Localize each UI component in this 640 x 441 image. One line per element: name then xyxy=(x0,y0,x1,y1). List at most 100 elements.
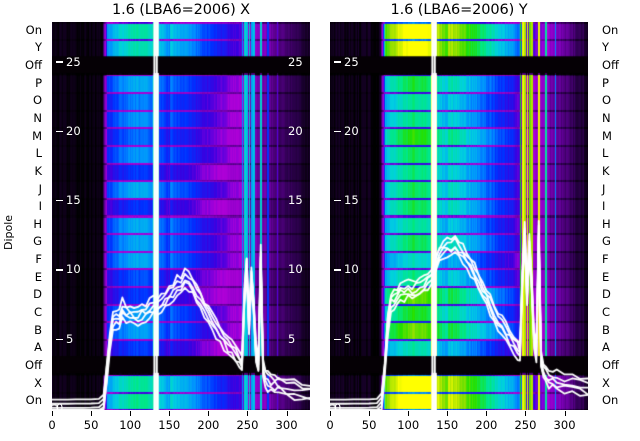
xtick-mark-250 xyxy=(247,411,249,416)
category-tick-n-5: N xyxy=(33,111,42,125)
category-tick-c-16: C xyxy=(602,305,611,319)
inner-ytick-5: 5 xyxy=(56,333,73,346)
xtick-mark-0 xyxy=(330,411,331,416)
xtick-mark-50 xyxy=(369,411,371,416)
xtick-label-100: 100 xyxy=(397,418,420,432)
xtick-mark-100 xyxy=(130,411,132,416)
category-tick-on-0: On xyxy=(602,22,619,37)
xtick-mark-150 xyxy=(169,411,171,416)
inner-ytick-25: 25 xyxy=(334,56,359,69)
xtick-label-0: 0 xyxy=(326,418,334,432)
xtick-label-200: 200 xyxy=(197,418,220,432)
inner-ytick-20: 20 xyxy=(334,125,359,138)
panel-y-title: 1.6 (LBA6=2006) Y xyxy=(390,2,528,18)
category-tick-a-18: A xyxy=(602,340,610,355)
category-tick-j-9: J xyxy=(38,181,42,196)
category-tick-g-12: G xyxy=(602,234,611,249)
inner-ytick-right-10: 10 xyxy=(288,262,303,277)
category-tick-on-21: On xyxy=(602,393,619,408)
panel-x-plot[interactable] xyxy=(52,22,310,410)
inner-ytick-right-15: 15 xyxy=(288,193,303,208)
inner-ytick-15: 15 xyxy=(56,194,81,207)
inner-ytick-15: 15 xyxy=(334,194,359,207)
xtick-label-50: 50 xyxy=(83,418,99,432)
category-tick-m-6: M xyxy=(602,128,612,143)
category-tick-b-17: B xyxy=(602,322,610,337)
inner-ytick-20: 20 xyxy=(56,125,81,138)
inner-ytick-right-5: 5 xyxy=(288,331,296,346)
category-tick-g-12: G xyxy=(33,234,42,249)
xtick-label-100: 100 xyxy=(119,418,142,432)
panel-y-xaxis: 0 50 100 150 200 250 300 xyxy=(326,411,588,441)
category-tick-y-1: Y xyxy=(602,40,610,55)
inner-ytick-10: 10 xyxy=(56,264,81,276)
xtick-label-200: 200 xyxy=(475,418,498,432)
category-tick-on-21: On xyxy=(25,393,42,408)
xtick-mark-200 xyxy=(208,411,210,416)
panel-x-title: 1.6 (LBA6=2006) X xyxy=(111,2,251,18)
category-tick-k-8: K xyxy=(602,163,610,178)
category-tick-x-20: X xyxy=(602,375,610,390)
category-tick-n-5: N xyxy=(602,111,611,125)
category-tick-o-4: O xyxy=(32,93,42,108)
xtick-mark-300 xyxy=(564,411,566,416)
xtick-mark-200 xyxy=(486,411,488,416)
panel-y-plot[interactable] xyxy=(330,22,588,410)
category-tick-off-19: Off xyxy=(25,357,42,372)
category-tick-h-11: H xyxy=(33,216,42,231)
inner-ytick-25: 25 xyxy=(56,56,81,69)
category-tick-d-15: D xyxy=(602,287,611,302)
category-tick-on-0: On xyxy=(25,22,42,37)
inner-ytick-5: 5 xyxy=(334,333,351,346)
xtick-mark-50 xyxy=(91,411,93,416)
xtick-label-150: 150 xyxy=(158,418,181,432)
category-tick-i-10: I xyxy=(38,199,42,214)
xtick-label-0: 0 xyxy=(48,418,56,432)
xtick-label-250: 250 xyxy=(514,418,537,432)
xtick-mark-300 xyxy=(286,411,288,416)
category-tick-a-18: A xyxy=(34,340,42,355)
inner-ytick-10: 10 xyxy=(334,264,359,276)
inner-ytick-right-25: 25 xyxy=(288,54,303,69)
category-tick-off-2: Off xyxy=(25,58,42,73)
panel-y-trace xyxy=(330,22,588,410)
category-tick-o-4: O xyxy=(602,93,612,108)
category-tick-off-19: Off xyxy=(602,357,619,372)
category-tick-p-3: P xyxy=(35,75,42,90)
category-tick-f-13: F xyxy=(35,252,42,267)
xtick-label-150: 150 xyxy=(436,418,459,432)
category-tick-x-20: X xyxy=(34,375,42,390)
category-axis-right: On Y Off P O N M L K J I H G F E D C B A Off X On xyxy=(598,22,640,410)
category-tick-e-14: E xyxy=(602,269,610,284)
xtick-label-300: 300 xyxy=(553,418,576,432)
category-axis-left: On Y Off P O N M L K J I H G F E D C B A Off X On xyxy=(2,22,44,410)
xtick-label-50: 50 xyxy=(361,418,377,432)
xtick-mark-150 xyxy=(447,411,449,416)
xtick-mark-100 xyxy=(408,411,410,416)
category-tick-b-17: B xyxy=(34,322,42,337)
category-tick-c-16: C xyxy=(33,305,42,319)
xtick-mark-250 xyxy=(525,411,527,416)
category-tick-l-7: L xyxy=(35,146,42,161)
category-tick-d-15: D xyxy=(33,287,42,302)
category-tick-h-11: H xyxy=(602,216,611,231)
category-tick-k-8: K xyxy=(34,163,42,178)
category-tick-j-9: J xyxy=(602,181,606,196)
category-tick-e-14: E xyxy=(34,269,42,284)
category-tick-p-3: P xyxy=(602,75,609,90)
panel-x-xaxis: 0 50 100 150 200 250 300 xyxy=(48,411,310,441)
category-tick-y-1: Y xyxy=(34,40,42,55)
category-tick-i-10: I xyxy=(602,199,606,214)
category-tick-f-13: F xyxy=(602,252,609,267)
xtick-label-300: 300 xyxy=(275,418,298,432)
inner-ytick-right-20: 20 xyxy=(288,123,303,138)
inner-ytick-0: 0 xyxy=(334,401,342,415)
inner-ytick-0: 0 xyxy=(56,401,64,415)
xtick-label-250: 250 xyxy=(236,418,259,432)
category-tick-m-6: M xyxy=(32,128,42,143)
category-tick-off-2: Off xyxy=(602,58,619,73)
category-tick-l-7: L xyxy=(602,146,609,161)
panel-x-trace xyxy=(52,22,310,410)
xtick-mark-0 xyxy=(52,411,53,416)
